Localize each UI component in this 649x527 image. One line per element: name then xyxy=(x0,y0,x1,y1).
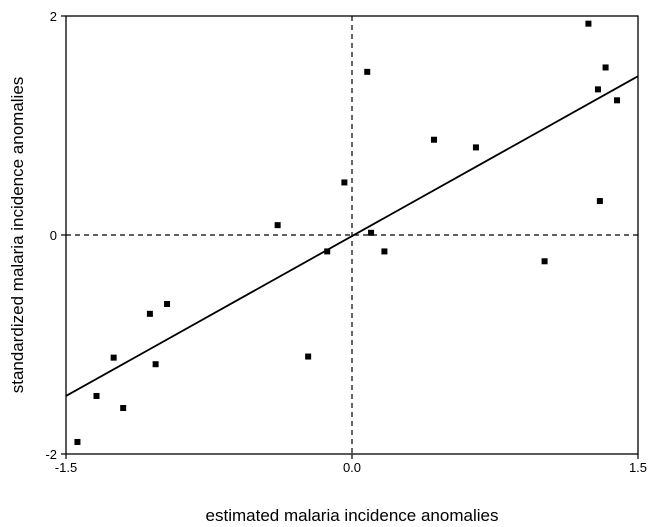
data-point xyxy=(341,179,348,186)
data-point xyxy=(381,248,388,255)
data-point xyxy=(152,361,159,368)
regression-line xyxy=(65,75,639,397)
data-point xyxy=(164,300,171,307)
data-point xyxy=(585,20,592,27)
x-tick-label: -1.5 xyxy=(55,460,77,475)
data-point xyxy=(146,310,153,317)
data-point xyxy=(305,353,312,360)
data-point xyxy=(120,405,127,412)
data-point xyxy=(368,229,375,236)
y-tick-label: 0 xyxy=(50,228,57,243)
y-axis-title: standardized malaria incidence anomalies xyxy=(8,77,27,394)
x-tick-label: 0.0 xyxy=(343,460,361,475)
data-point xyxy=(324,248,331,255)
data-point xyxy=(93,392,100,399)
x-tick-label: 1.5 xyxy=(629,460,647,475)
data-point xyxy=(110,354,117,361)
data-point xyxy=(594,86,601,93)
y-tick-label: 2 xyxy=(50,9,57,24)
data-point xyxy=(364,68,371,75)
data-point xyxy=(596,198,603,205)
data-point xyxy=(430,136,437,143)
data-point xyxy=(472,144,479,151)
data-point xyxy=(614,97,621,104)
data-point xyxy=(602,64,609,71)
data-point xyxy=(274,222,281,229)
y-tick-label: -2 xyxy=(45,447,57,462)
data-point xyxy=(74,438,81,445)
data-point xyxy=(541,258,548,265)
x-axis-title: estimated malaria incidence anomalies xyxy=(206,506,499,525)
